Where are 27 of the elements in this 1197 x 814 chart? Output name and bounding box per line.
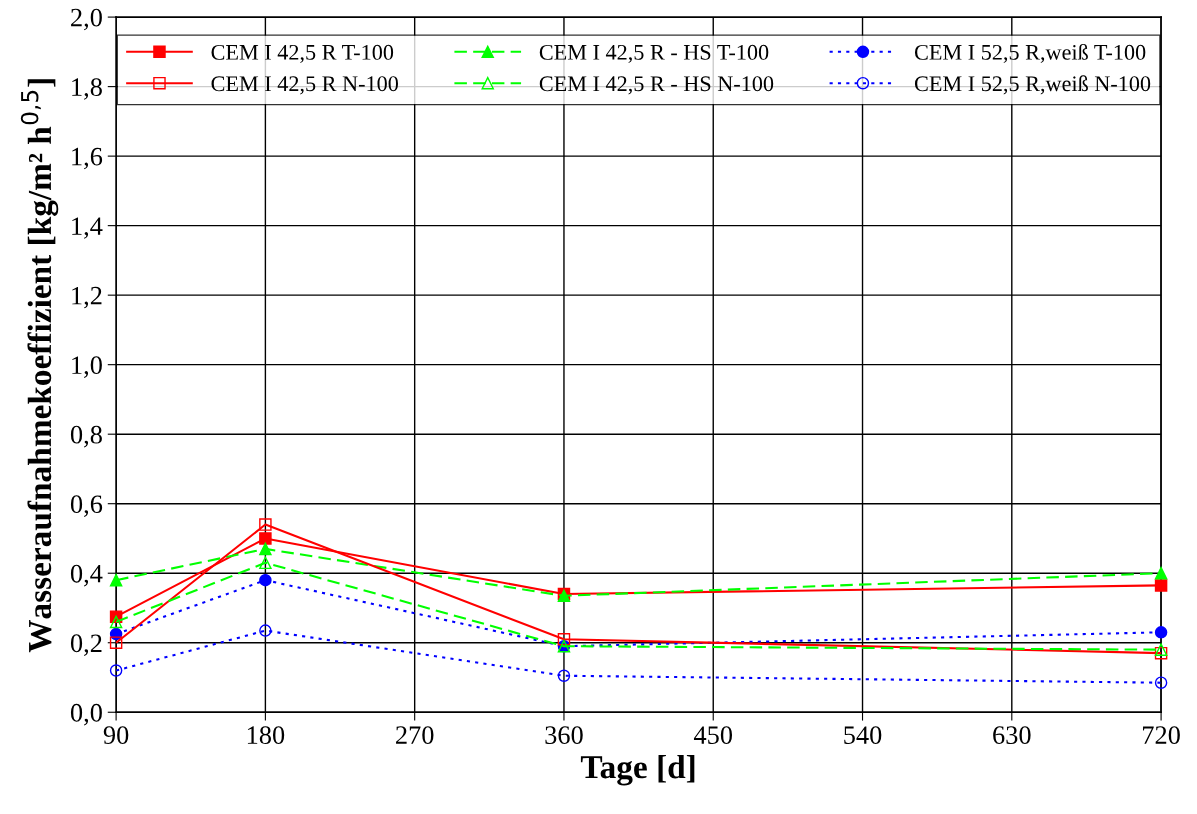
y-tick-label: 1,8 (72, 78, 102, 100)
x-tick-label: 720 (1143, 726, 1180, 745)
legend-label: CEM I 42,5 R - HS T-100 (539, 44, 769, 64)
y-tick-label: 1,0 (72, 356, 102, 378)
y-tick-label: 0,6 (70, 495, 103, 517)
x-tick-label: 630 (993, 726, 1031, 745)
legend-label: CEM I 42,5 R N-100 (211, 76, 398, 95)
y-tick-label: 1,6 (72, 147, 103, 170)
legend-label: CEM I 42,5 R T-100 (211, 44, 394, 64)
y-tick-label: 0,2 (70, 634, 102, 656)
y-tick-label: 0,8 (70, 425, 102, 448)
legend-label: CEM I 52,5 R,weiß T-100 (914, 43, 1146, 64)
x-tick-label: 90 (103, 726, 129, 745)
y-tick-label: 1,4 (72, 217, 103, 239)
y-tick-label: 2,0 (71, 8, 102, 31)
y-axis-title: Wasseraufnahmekoeffizient [kg/m² h$^{0,5}$] (20, 79, 59, 653)
legend-label: CEM I 52,5 R,weiß N-100 (914, 75, 1151, 95)
x-axis-title: Tage [d] (580, 754, 695, 786)
x-tick-label: 270 (396, 726, 434, 745)
y-tick-label: 1,2 (72, 286, 102, 309)
x-tick-label: 540 (844, 726, 882, 745)
legend-label: CEM I 42,5 R - HS N-100 (539, 76, 774, 95)
x-tick-label: 450 (693, 726, 733, 745)
x-tick-label: 180 (247, 726, 285, 745)
y-tick-label: 0,4 (70, 564, 103, 587)
x-tick-label: 360 (545, 726, 583, 745)
y-tick-label: 0,0 (70, 703, 102, 726)
